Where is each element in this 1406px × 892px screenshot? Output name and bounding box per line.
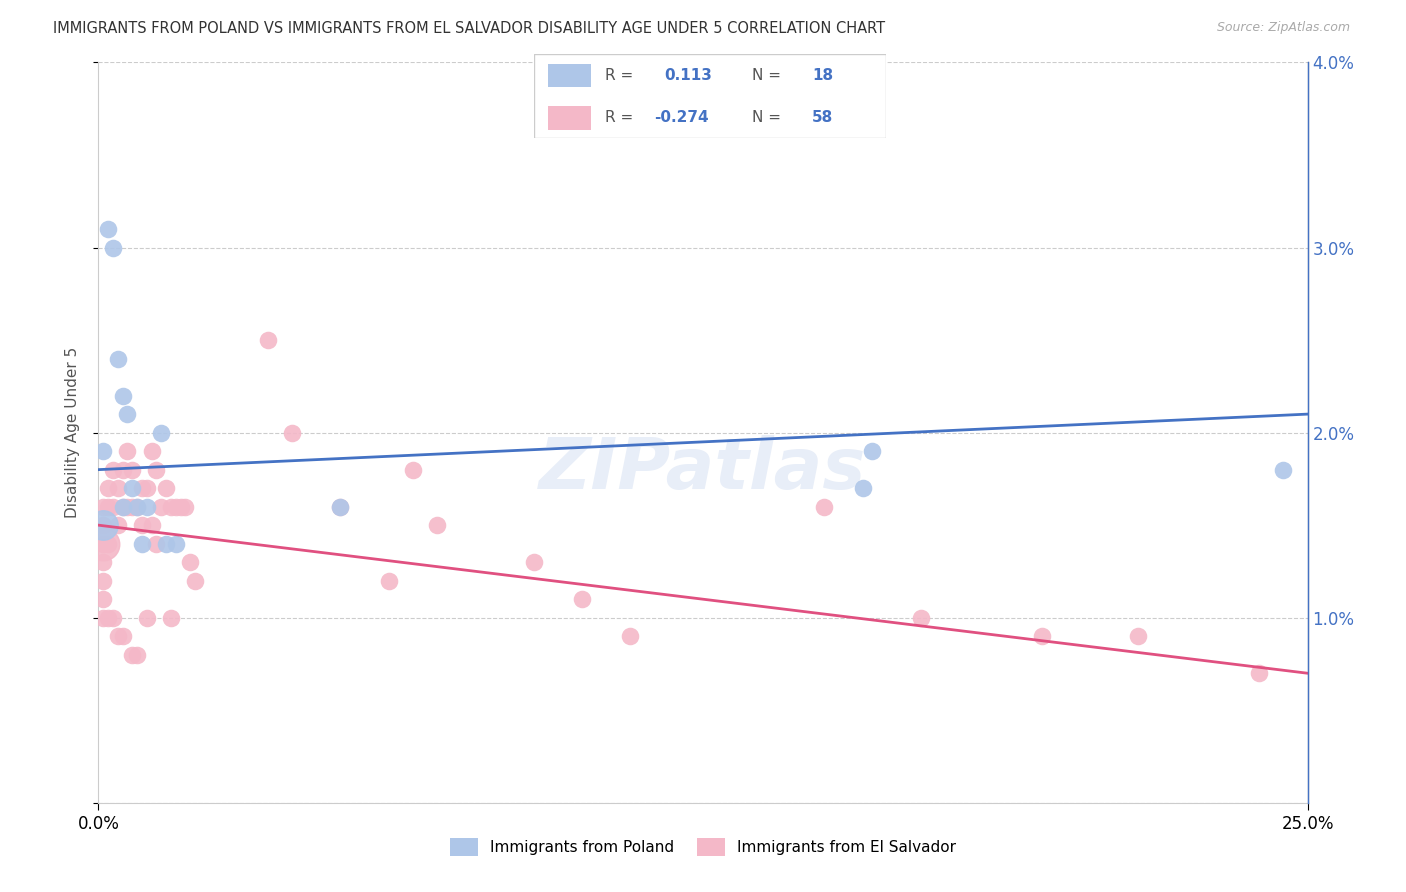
Point (329, 500, 352, 514)
Point (117, 500, 139, 514)
Point (111, 629, 134, 643)
Point (169, 500, 191, 514)
Point (91, 592, 114, 607)
Point (107, 351, 129, 366)
FancyBboxPatch shape (534, 54, 886, 138)
Point (329, 500, 352, 514)
Point (121, 462, 143, 476)
Point (160, 610, 183, 624)
Point (127, 648, 149, 662)
Point (107, 518, 129, 533)
Text: 18: 18 (813, 68, 834, 83)
Point (910, 610, 932, 624)
Point (91, 518, 114, 533)
Text: 58: 58 (813, 111, 834, 126)
Point (131, 518, 153, 533)
Point (150, 500, 173, 514)
Point (117, 407, 139, 421)
Point (91, 574, 114, 588)
Point (111, 462, 134, 476)
Point (256, 333, 278, 347)
Point (121, 481, 143, 495)
Text: IMMIGRANTS FROM POLAND VS IMMIGRANTS FROM EL SALVADOR DISABILITY AGE UNDER 5 COR: IMMIGRANTS FROM POLAND VS IMMIGRANTS FRO… (53, 21, 886, 36)
Point (121, 648, 143, 662)
Point (1128, 629, 1150, 643)
Text: R =: R = (605, 68, 638, 83)
Point (101, 240, 124, 255)
Point (135, 610, 157, 624)
Point (107, 481, 129, 495)
Text: 0.113: 0.113 (665, 68, 713, 83)
Point (135, 500, 157, 514)
Point (97, 610, 120, 624)
Point (117, 444, 139, 458)
Point (426, 518, 449, 533)
Point (141, 444, 163, 458)
Point (97, 500, 120, 514)
Point (860, 444, 883, 458)
Point (145, 462, 167, 476)
Point (852, 481, 875, 495)
Point (135, 481, 157, 495)
Text: N =: N = (752, 111, 786, 126)
Point (145, 536, 167, 550)
Point (91, 536, 114, 550)
Point (111, 500, 134, 514)
Point (402, 462, 425, 476)
Text: ZIPatlas: ZIPatlas (540, 435, 866, 504)
Point (155, 536, 177, 550)
Point (121, 500, 143, 514)
Legend: Immigrants from Poland, Immigrants from El Salvador: Immigrants from Poland, Immigrants from … (444, 832, 962, 862)
Bar (548, 63, 591, 87)
Point (97, 222, 120, 236)
Point (377, 574, 399, 588)
Point (91, 518, 114, 533)
Point (101, 462, 124, 476)
Point (91, 536, 114, 550)
Point (91, 610, 114, 624)
Text: -0.274: -0.274 (654, 111, 709, 126)
Point (571, 592, 593, 607)
Point (97, 481, 120, 495)
Point (1031, 629, 1053, 643)
Point (1249, 666, 1271, 681)
Point (179, 555, 201, 569)
Point (91, 555, 114, 569)
Point (174, 500, 197, 514)
Text: N =: N = (752, 68, 786, 83)
Text: Source: ZipAtlas.com: Source: ZipAtlas.com (1216, 21, 1350, 34)
Point (155, 481, 177, 495)
Point (97, 536, 120, 550)
Point (619, 629, 641, 643)
Point (281, 425, 304, 440)
Point (131, 481, 153, 495)
Point (160, 500, 183, 514)
Point (165, 500, 187, 514)
Point (127, 500, 149, 514)
Y-axis label: Disability Age Under 5: Disability Age Under 5 (65, 347, 80, 518)
Point (101, 610, 124, 624)
Point (91, 444, 114, 458)
Point (813, 500, 835, 514)
Point (127, 500, 149, 514)
Point (165, 536, 187, 550)
Point (91, 500, 114, 514)
Point (131, 536, 153, 550)
Bar (548, 106, 591, 130)
Text: R =: R = (605, 111, 638, 126)
Point (523, 555, 546, 569)
Point (111, 389, 134, 403)
Point (184, 574, 207, 588)
Point (1272, 462, 1295, 476)
Point (141, 518, 163, 533)
Point (107, 629, 129, 643)
Point (101, 500, 124, 514)
Point (150, 425, 173, 440)
Point (111, 500, 134, 514)
